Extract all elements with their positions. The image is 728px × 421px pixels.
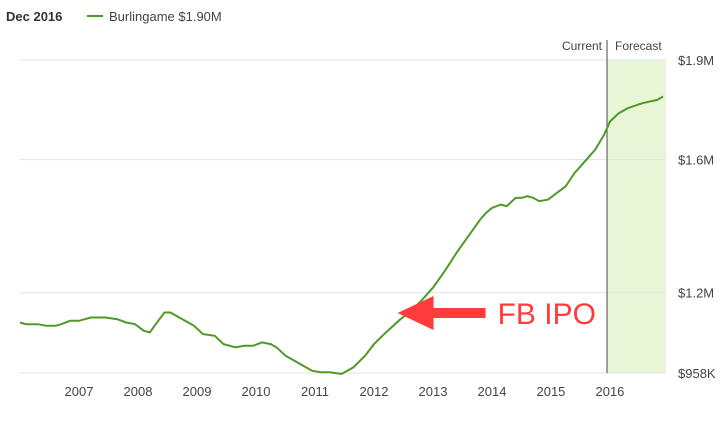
forecast-label: Forecast <box>615 39 662 53</box>
current-label: Current <box>562 39 603 53</box>
x-axis-ticks: 2007 2008 2009 2010 2011 2012 2013 2014 2015 2016 <box>65 384 625 399</box>
series-line-burlingame <box>19 95 664 376</box>
x-tick-label: 2014 <box>478 384 507 399</box>
legend-label: Burlingame $1.90M <box>109 9 222 24</box>
header-date: Dec 2016 <box>6 9 62 24</box>
forecast-region <box>607 60 666 373</box>
x-tick-label: 2013 <box>419 384 448 399</box>
x-tick-label: 2012 <box>360 384 389 399</box>
x-tick-label: 2008 <box>124 384 153 399</box>
y-tick-label: $1.6M <box>678 153 714 168</box>
annotation-text: FB IPO <box>498 298 596 331</box>
x-tick-label: 2009 <box>183 384 212 399</box>
x-tick-label: 2007 <box>65 384 94 399</box>
y-tick-label: $1.2M <box>678 286 714 301</box>
y-axis-ticks: $1.9M $1.6M $1.2M $958K <box>678 53 716 381</box>
x-tick-label: 2016 <box>595 384 624 399</box>
annotation-arrow <box>397 296 486 330</box>
x-tick-label: 2011 <box>301 384 329 399</box>
annotation: FB IPO <box>397 296 596 331</box>
y-tick-label: $958K <box>678 366 716 381</box>
y-tick-label: $1.9M <box>678 53 714 68</box>
x-tick-label: 2010 <box>242 384 271 399</box>
x-tick-label: 2015 <box>536 384 565 399</box>
